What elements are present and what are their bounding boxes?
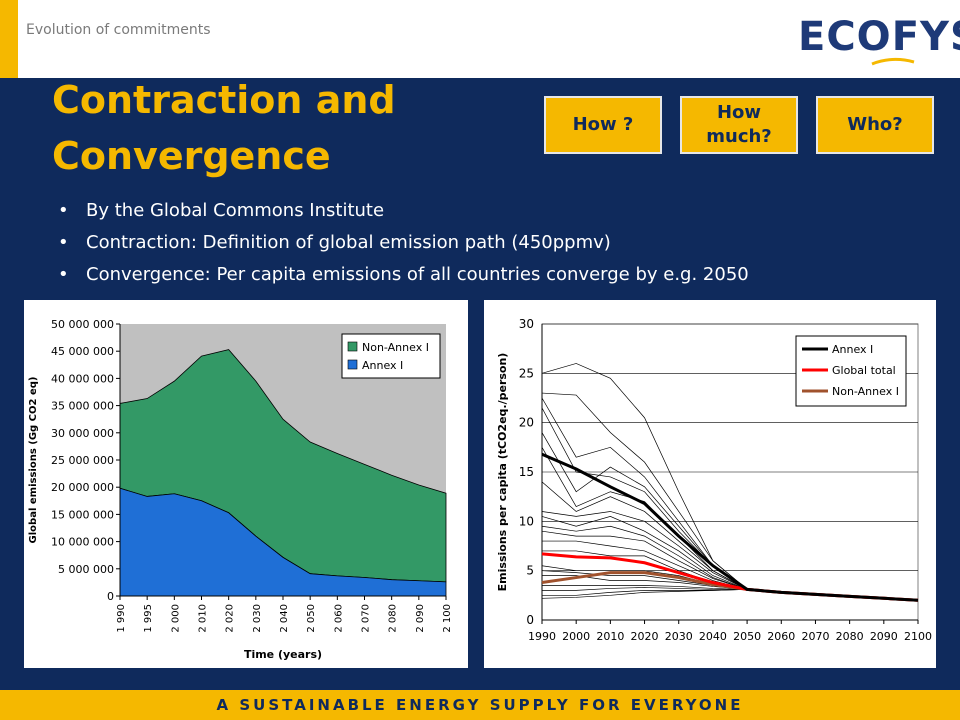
legend-label: Non-Annex I [832, 385, 899, 398]
title-line-2: Convergence [52, 134, 331, 178]
x-tick-label: 2020 [631, 630, 659, 643]
bullet-item: By the Global Commons Institute [58, 196, 938, 228]
x-tick-label: 2050 [733, 630, 761, 643]
x-tick-label: 2040 [699, 630, 727, 643]
legend-swatch [347, 359, 358, 370]
x-tick-label: 2070 [801, 630, 829, 643]
how-much-button[interactable]: How much? [680, 96, 798, 154]
bullet-item: Contraction: Definition of global emissi… [58, 228, 938, 260]
how-button-label: How ? [572, 114, 634, 135]
ecofys-logo: ECOFYS [798, 14, 960, 60]
footer-bar [0, 690, 960, 720]
y-axis-label: Global emissions (Gg CO2 eq) [28, 377, 39, 544]
x-tick-label: 2 030 [252, 604, 263, 633]
logo-swoosh-icon [871, 57, 915, 66]
y-tick-label: 0 [107, 590, 114, 603]
global-emissions-chart: 0 5 000 000 10 000 000 15 000 000 20 000 000… [24, 300, 468, 668]
y-tick-label: 10 000 000 [51, 536, 114, 549]
x-tick-label: 2 100 [442, 604, 453, 633]
who-button[interactable]: Who? [816, 96, 934, 154]
x-tick-label: 2030 [665, 630, 693, 643]
x-tick-label: 2 000 [170, 604, 181, 633]
country-line [541, 392, 748, 590]
series-line-annex-i [541, 452, 919, 602]
y-tick-label: 30 [519, 317, 534, 331]
x-tick-label: 2 070 [361, 604, 372, 633]
logo-text-fys: FYS [891, 14, 960, 60]
how-button[interactable]: How ? [544, 96, 662, 154]
per-capita-chart: 0 5 10 15 20 25 30 1990 2000 2010 2020 2030 2040 2050… [484, 300, 936, 668]
legend-label: Non-Annex I [362, 341, 429, 354]
y-tick-label: 5 [526, 564, 534, 578]
x-tick-label: 2 060 [333, 604, 344, 633]
footer-tagline: A SUSTAINABLE ENERGY SUPPLY FOR EVERYONE [216, 696, 744, 714]
country-line [541, 481, 748, 590]
x-tick-label: 2080 [836, 630, 864, 643]
country-line [541, 516, 748, 590]
legend-label: Annex I [362, 359, 403, 372]
y-tick-label: 20 [519, 416, 534, 430]
x-tick-label: 2100 [904, 630, 932, 643]
header-strip [0, 0, 960, 78]
global-emissions-svg: 0 5 000 000 10 000 000 15 000 000 20 000 000… [28, 318, 453, 661]
y-tick-label: 40 000 000 [51, 372, 114, 385]
legend-label: Annex I [832, 343, 873, 356]
logo-text-eco: ECO [798, 14, 892, 60]
x-tick-label: 2090 [870, 630, 898, 643]
country-line [542, 587, 748, 591]
y-tick-label: 0 [526, 613, 534, 627]
bullet-item: Convergence: Per capita emissions of all… [58, 260, 938, 292]
x-tick-label: 1 990 [116, 604, 127, 633]
country-line [541, 530, 748, 590]
y-tick-label: 35 000 000 [51, 400, 114, 413]
per-capita-svg: 0 5 10 15 20 25 30 1990 2000 2010 2020 2030 2040 2050… [496, 317, 932, 643]
country-line [542, 540, 748, 590]
y-tick-label: 10 [519, 514, 534, 528]
country-line [542, 575, 748, 590]
y-axis-label: Emissions per capita (tCO2eq./person) [496, 353, 509, 592]
how-much-button-label: How much? [706, 102, 772, 147]
x-tick-label: 1990 [528, 630, 556, 643]
x-tick-label: 2 050 [306, 604, 317, 633]
title-line-1: Contraction and [52, 78, 396, 122]
x-tick-label: 2 020 [225, 604, 236, 633]
x-tick-label: 2 040 [279, 604, 290, 633]
country-line [541, 525, 748, 590]
bullet-list: By the Global Commons Institute Contract… [58, 196, 938, 292]
page-title: Contraction and Convergence [52, 72, 502, 184]
y-tick-label: 30 000 000 [51, 427, 114, 440]
y-tick-label: 15 [519, 465, 534, 479]
country-line [541, 589, 748, 599]
x-tick-label: 2 080 [388, 604, 399, 633]
x-tick-label: 1 995 [143, 604, 154, 633]
y-tick-label: 20 000 000 [51, 481, 114, 494]
y-tick-label: 25 000 000 [51, 454, 114, 467]
legend-swatch [347, 341, 358, 352]
x-tick-label: 2 090 [415, 604, 426, 633]
y-tick-label: 15 000 000 [51, 508, 114, 521]
y-tick-label: 25 [519, 366, 534, 380]
section-label: Evolution of commitments [26, 22, 211, 38]
country-line [541, 511, 748, 590]
x-tick-label: 2 010 [198, 604, 209, 633]
country-line [542, 585, 748, 590]
who-button-label: Who? [847, 114, 903, 135]
x-tick-label: 2010 [596, 630, 624, 643]
y-tick-label: 45 000 000 [51, 345, 114, 358]
y-tick-label: 50 000 000 [51, 318, 114, 331]
legend-box [341, 333, 441, 379]
x-tick-label: 2000 [562, 630, 590, 643]
x-axis-label: Time (years) [244, 648, 322, 661]
legend-label: Global total [832, 364, 896, 377]
header-accent [0, 0, 18, 78]
y-tick-label: 5 000 000 [58, 563, 114, 576]
x-tick-label: 2060 [767, 630, 795, 643]
area-annex-i [119, 487, 447, 597]
